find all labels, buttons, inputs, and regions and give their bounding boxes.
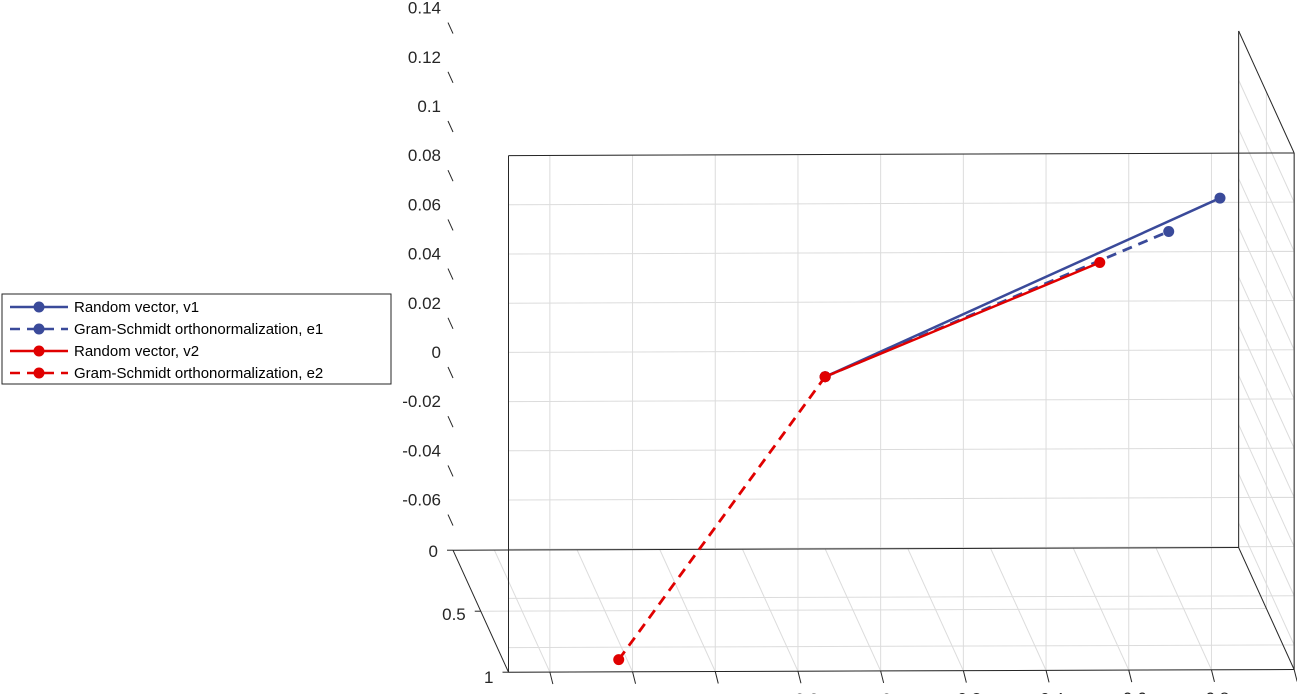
series-point	[819, 371, 831, 383]
axes-frame	[452, 30, 1295, 673]
z-tick-mark	[447, 71, 454, 84]
grid-line-z-back	[508, 349, 1295, 353]
x-tick-label: 0.8	[1206, 689, 1230, 694]
legend-marker	[33, 367, 45, 379]
series-line	[824, 261, 1101, 378]
grid-line-z-back	[508, 398, 1295, 403]
grid	[452, 30, 1295, 673]
series-line	[824, 230, 1170, 379]
grid-line-z-back	[508, 595, 1295, 599]
legend-entry: Gram-Schmidt orthonormalization, e1	[10, 321, 323, 338]
axis-edge	[1238, 547, 1295, 670]
z-tick-label: 0.04	[408, 245, 441, 264]
x-tick-mark	[797, 671, 802, 684]
z-tick-label: -0.06	[402, 491, 441, 510]
grid-line-z-back	[508, 644, 1295, 649]
legend-box	[1, 293, 392, 385]
z-tick-mark	[447, 514, 454, 526]
x-tick-mark	[1210, 669, 1215, 682]
x-tick-label: -0.2	[789, 690, 818, 694]
series-point	[1094, 257, 1106, 269]
grid-line-z-back	[508, 496, 1295, 501]
x-tick-label: 0.6	[1123, 689, 1147, 694]
x-tick-mark	[1128, 669, 1133, 683]
grid-line-z-back	[508, 250, 1295, 255]
z-tick-label: 0.1	[417, 97, 441, 116]
z-tick-label: 0.08	[408, 146, 441, 165]
x-tick-mark	[962, 670, 967, 683]
grid-line-z-back	[508, 447, 1295, 452]
z-tick-mark	[447, 120, 454, 133]
legend-marker	[33, 345, 45, 357]
grid-line-z-back	[508, 201, 1295, 206]
z-tick-mark	[447, 22, 454, 34]
z-tick-mark	[447, 465, 454, 477]
grid-line-z-back	[508, 546, 1295, 550]
z-tick-mark	[447, 268, 454, 280]
x-tick-label: 0.4	[1040, 689, 1064, 694]
z-tick-mark	[447, 169, 454, 182]
axis-edge	[508, 152, 1295, 157]
legend-label: Random vector, v1	[74, 299, 199, 316]
series-point	[613, 654, 625, 666]
legend: Random vector, v1 Gram-Schmidt orthonorma…	[1, 293, 392, 385]
grid-line-y-floor	[480, 608, 1267, 612]
axis-edge	[508, 669, 1295, 673]
legend-entry: Gram-Schmidt orthonormalization, e2	[10, 365, 323, 382]
y-tick-label: 0	[429, 542, 438, 561]
x-tick-mark	[632, 671, 637, 684]
axis-edge	[1238, 30, 1295, 154]
legend-entry: Random vector, v2	[10, 343, 199, 360]
legend-marker	[33, 323, 45, 335]
z-tick-label: 0	[432, 343, 441, 362]
tick-labels: -0.06 -0.04 -0.02 0 0.02 0.04 0.06 0.08 0.1 0.12 0…	[402, 0, 1297, 694]
z-tick-mark	[447, 219, 454, 231]
x-tick-mark	[880, 670, 885, 684]
legend-entry: Random vector, v1	[10, 299, 199, 316]
series-line	[824, 196, 1221, 378]
x-tick-label: -0.8	[541, 691, 570, 694]
legend-label: Gram-Schmidt orthonormalization, e1	[74, 321, 323, 338]
axis-edge	[452, 547, 1239, 551]
z-tick-label: -0.04	[402, 441, 441, 460]
x-tick-label: 1	[1295, 689, 1297, 694]
series-line	[617, 375, 827, 661]
z-tick-mark	[447, 366, 454, 379]
data-series	[613, 192, 1226, 666]
x-tick-label: -0.6	[624, 691, 653, 694]
legend-label: Random vector, v2	[74, 343, 199, 360]
z-tick-label: 0.12	[408, 48, 441, 67]
y-tick-label: 0.5	[442, 605, 466, 624]
legend-label: Gram-Schmidt orthonormalization, e2	[74, 365, 323, 382]
series-4	[613, 371, 831, 666]
y-tick-label: 1	[484, 668, 493, 687]
x-tick-label: 0.2	[958, 690, 982, 694]
x-tick-mark	[714, 671, 719, 684]
x-tick-mark	[549, 671, 554, 685]
z-tick-label: 0.14	[408, 0, 441, 18]
x-tick-mark	[1045, 670, 1050, 683]
series-point	[1214, 192, 1226, 204]
z-tick-label: 0.06	[408, 195, 441, 214]
z-tick-mark	[447, 415, 454, 428]
z-tick-label: -0.02	[402, 392, 441, 411]
legend-marker	[33, 301, 45, 313]
grid-line-z-back	[508, 300, 1295, 304]
x-tick-label: 0	[882, 690, 891, 694]
x-tick-label: -0.4	[707, 691, 736, 694]
z-tick-mark	[447, 317, 454, 330]
z-tick-label: 0.02	[408, 294, 441, 313]
series-point	[1163, 225, 1175, 237]
